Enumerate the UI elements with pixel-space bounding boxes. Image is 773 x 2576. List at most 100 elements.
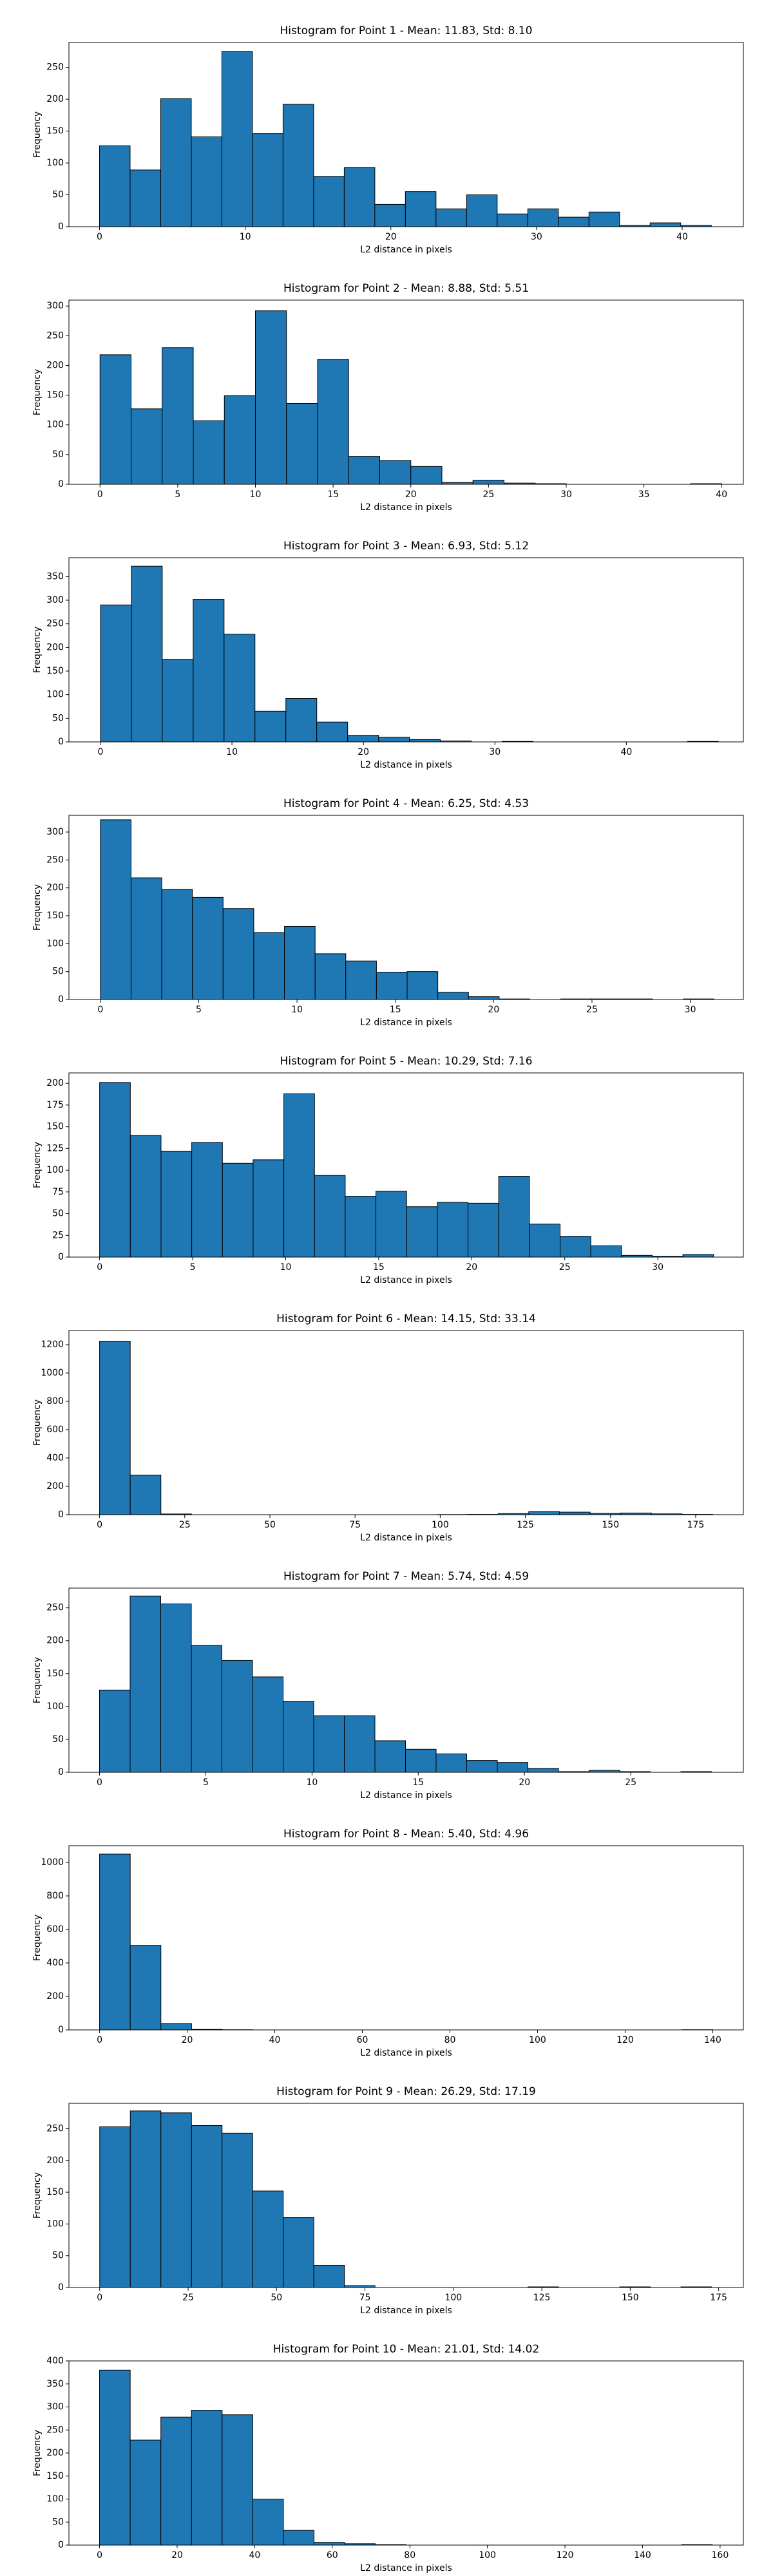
y-tick-label: 200 xyxy=(46,2448,64,2458)
x-tick-label: 20 xyxy=(519,1777,530,1788)
bar xyxy=(224,634,256,743)
x-tick-label: 0 xyxy=(97,1262,102,1273)
x-tick-label: 40 xyxy=(620,747,632,757)
bar xyxy=(284,925,316,1000)
bar xyxy=(468,1202,499,1258)
x-tick-label: 20 xyxy=(466,1262,477,1273)
x-tick-label: 50 xyxy=(271,2293,282,2303)
y-axis-label: Frequency xyxy=(32,111,43,158)
bar xyxy=(224,395,256,485)
bar xyxy=(160,1150,193,1258)
y-tick-label: 250 xyxy=(46,1603,64,1613)
y-tick-label: 400 xyxy=(46,1958,64,1968)
chart-title: Histogram for Point 10 - Mean: 21.01, St… xyxy=(273,2343,540,2356)
x-tick-label: 25 xyxy=(559,1262,571,1273)
y-tick-label: 150 xyxy=(46,911,64,921)
x-tick-label: 25 xyxy=(182,2293,194,2303)
chart-title: Histogram for Point 9 - Mean: 26.29, Std… xyxy=(276,2085,536,2098)
chart-title: Histogram for Point 3 - Mean: 6.93, Std:… xyxy=(283,540,529,553)
x-tick-label: 5 xyxy=(175,489,180,500)
y-tick-label: 300 xyxy=(46,301,64,311)
x-tick-label: 100 xyxy=(432,1520,449,1530)
y-axis-label: Frequency xyxy=(32,884,43,931)
bar xyxy=(409,739,441,743)
bar xyxy=(253,1159,285,1258)
bar xyxy=(252,2499,284,2546)
y-tick-label: 0 xyxy=(58,1510,64,1520)
chart: Histogram for Point 10 - Mean: 21.01, St… xyxy=(32,2343,744,2573)
y-tick-label: 250 xyxy=(46,855,64,865)
y-tick-label: 75 xyxy=(52,1187,64,1197)
bar xyxy=(347,735,379,743)
y-tick-label: 250 xyxy=(46,2425,64,2435)
y-tick-label: 125 xyxy=(46,1143,64,1153)
bar xyxy=(343,167,376,227)
bar xyxy=(435,1753,468,1773)
bar xyxy=(193,420,225,485)
bar xyxy=(192,896,224,1000)
bar xyxy=(590,1245,622,1258)
plot-frame xyxy=(68,1330,744,1515)
chart-title: Histogram for Point 6 - Mean: 14.15, Std… xyxy=(276,1312,536,1325)
x-tick-label: 0 xyxy=(97,2550,102,2561)
y-tick-label: 50 xyxy=(52,967,64,977)
bar xyxy=(160,2416,192,2546)
bar xyxy=(129,2439,162,2546)
y-tick-label: 25 xyxy=(52,1230,64,1240)
x-tick-label: 100 xyxy=(479,2550,496,2561)
y-tick-label: 50 xyxy=(52,1734,64,1745)
chart-title: Histogram for Point 2 - Mean: 8.88, Std:… xyxy=(283,282,529,295)
chart-title: Histogram for Point 4 - Mean: 6.25, Std:… xyxy=(283,797,529,810)
x-tick-label: 80 xyxy=(444,2035,456,2045)
bar xyxy=(253,932,285,1000)
x-tick-label: 0 xyxy=(97,489,103,500)
x-tick-label: 40 xyxy=(716,489,727,500)
plot-frame xyxy=(68,1587,744,1773)
y-tick-label: 150 xyxy=(46,1122,64,1132)
x-tick-label: 20 xyxy=(385,232,397,242)
y-tick-label: 150 xyxy=(46,126,64,137)
bar xyxy=(99,145,131,227)
y-tick-label: 50 xyxy=(52,2517,64,2527)
bar xyxy=(283,2217,314,2288)
y-tick-label: 0 xyxy=(58,2540,64,2550)
chart: Histogram for Point 4 - Mean: 6.25, Std:… xyxy=(32,797,744,1028)
bar xyxy=(379,460,412,485)
bar xyxy=(378,737,410,743)
bar xyxy=(314,953,347,1000)
x-tick-label: 30 xyxy=(489,747,501,757)
x-tick-label: 0 xyxy=(98,747,104,757)
bar xyxy=(191,136,222,227)
bar xyxy=(130,408,163,485)
bar xyxy=(285,698,318,743)
bar xyxy=(191,2410,223,2546)
bar xyxy=(222,1660,253,1773)
bar xyxy=(558,216,589,227)
bar xyxy=(222,908,254,1000)
bar xyxy=(286,403,318,485)
bar xyxy=(99,1853,131,2031)
y-tick-label: 200 xyxy=(46,883,64,893)
bar xyxy=(160,1604,192,1773)
bar xyxy=(162,347,194,485)
bar xyxy=(283,1093,315,1258)
bar xyxy=(99,1082,131,1258)
x-tick-label: 25 xyxy=(482,489,494,500)
bar xyxy=(283,2530,315,2546)
x-tick-label: 40 xyxy=(249,2550,260,2561)
x-tick-label: 0 xyxy=(97,1520,102,1530)
bar xyxy=(100,604,132,743)
bar xyxy=(222,2132,253,2288)
bar xyxy=(472,480,504,485)
y-tick-label: 400 xyxy=(46,1453,64,1463)
y-tick-label: 300 xyxy=(46,827,64,837)
x-axis-label: L2 distance in pixels xyxy=(360,2048,452,2058)
y-tick-label: 150 xyxy=(46,666,64,676)
x-tick-label: 0 xyxy=(97,1777,102,1788)
y-tick-label: 50 xyxy=(52,450,64,460)
bar xyxy=(313,1715,345,1773)
chart: Histogram for Point 5 - Mean: 10.29, Std… xyxy=(32,1055,744,1285)
x-tick-label: 60 xyxy=(327,2550,338,2561)
x-tick-label: 5 xyxy=(190,1262,196,1273)
x-tick-label: 10 xyxy=(240,232,251,242)
